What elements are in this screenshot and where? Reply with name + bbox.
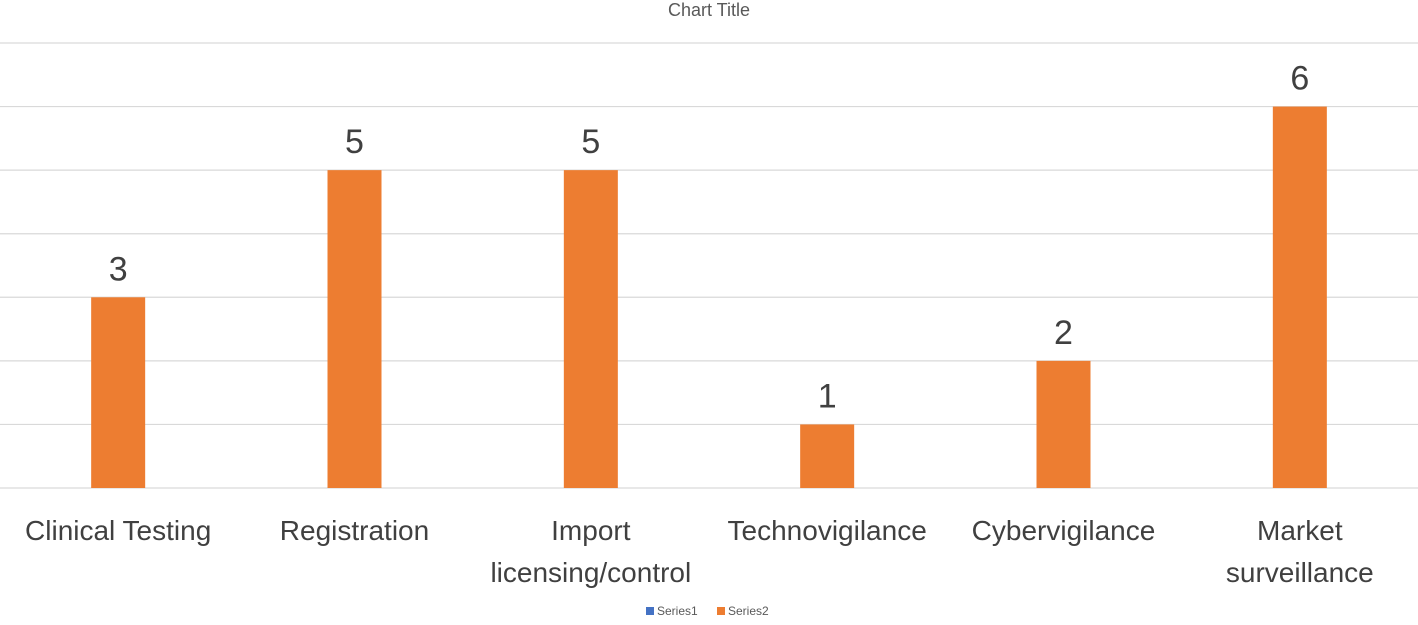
bar [91,297,146,488]
category-label-line: Registration [280,515,429,546]
category-label: Registration [280,515,429,546]
category-label-line: Clinical Testing [25,515,211,546]
bar [327,170,382,488]
category-label: Cybervigilance [972,515,1156,546]
bars [91,106,1327,489]
bar [1272,106,1327,489]
legend-label: Series2 [728,604,769,618]
data-labels: 3 5 5 1 2 6 [109,60,1310,416]
data-label: 1 [818,377,837,415]
category-label-line: Import [551,515,631,546]
bar [800,424,855,488]
data-label: 2 [1054,314,1073,352]
category-label: Market surveillance [1226,515,1374,588]
legend-swatch [646,607,654,615]
category-label-line: surveillance [1226,557,1374,588]
legend-swatch [717,607,725,615]
data-label: 3 [109,250,128,288]
category-labels: Clinical Testing Registration Import licens… [25,515,1374,588]
gridlines [0,42,1418,489]
category-label-line: Cybervigilance [972,515,1156,546]
legend-label: Series1 [657,604,698,618]
category-label-line: Technovigilance [728,515,927,546]
category-label-line: licensing/control [490,557,691,588]
category-label: Clinical Testing [25,515,211,546]
bar [563,170,618,488]
chart-title: Chart Title [668,0,750,20]
category-label-line: Market [1257,515,1343,546]
bar [1036,360,1091,488]
data-label: 5 [345,123,364,161]
category-label: Import licensing/control [490,515,691,588]
category-label: Technovigilance [728,515,927,546]
data-label: 5 [581,123,600,161]
data-label: 6 [1290,60,1309,98]
legend: Series1 Series2 [646,604,769,618]
